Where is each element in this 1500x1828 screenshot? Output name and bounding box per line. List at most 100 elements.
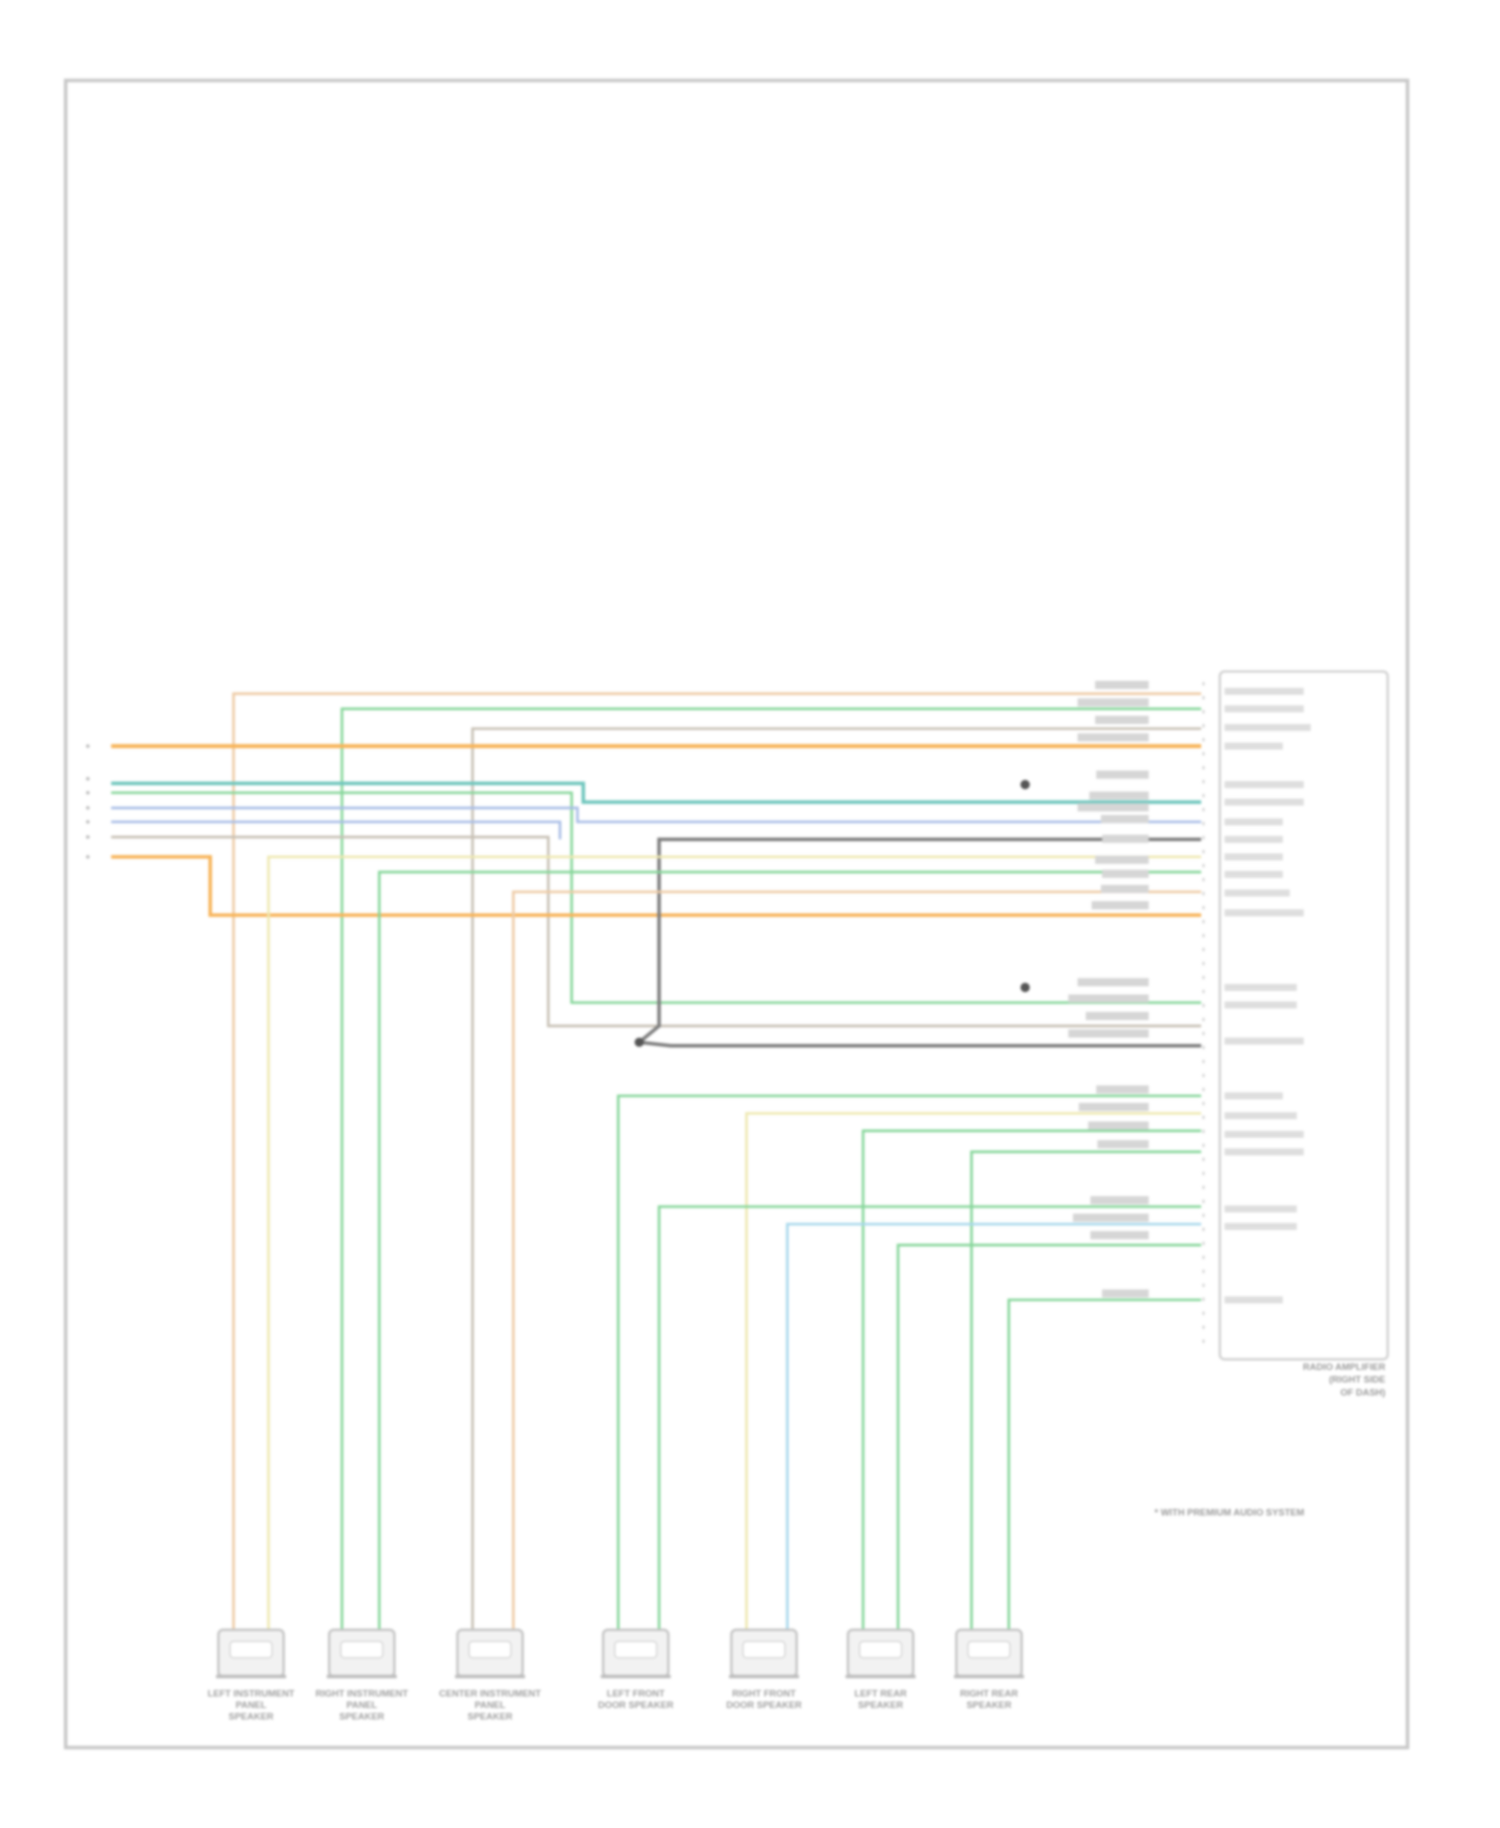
speaker-label: RIGHT FRONT <box>732 1688 796 1698</box>
pin-label <box>1224 983 1297 991</box>
speaker-label: RIGHT REAR <box>960 1688 1018 1698</box>
speaker-label: LEFT INSTRUMENT <box>208 1688 295 1698</box>
pin-label <box>1224 889 1290 897</box>
amplifier-pins <box>1224 687 1311 1304</box>
pin-label <box>1224 1148 1304 1156</box>
splice-1 <box>1020 779 1030 790</box>
speaker-label: RIGHT INSTRUMENT <box>315 1688 408 1698</box>
pin-label <box>1224 1037 1304 1045</box>
speaker-5: RIGHT FRONT DOOR SPEAKER <box>726 1628 802 1710</box>
pin-label <box>1224 705 1304 713</box>
speaker-label: SPEAKER <box>966 1700 1011 1710</box>
wire-label <box>1072 1213 1149 1222</box>
pin-label <box>1224 798 1304 806</box>
speaker-label: DOOR SPEAKER <box>726 1700 802 1710</box>
footnote: * WITH PREMIUM AUDIO SYSTEM <box>1155 1508 1305 1518</box>
pin-label <box>1224 1130 1304 1138</box>
wire-label <box>1091 901 1149 910</box>
speaker-4: LEFT FRONT DOOR SPEAKER <box>598 1628 674 1710</box>
speaker-label: LEFT REAR <box>854 1688 907 1698</box>
pin-label <box>1224 818 1283 826</box>
wire-label <box>1095 715 1149 724</box>
pin-label <box>1224 687 1304 695</box>
amplifier-label-3: OF DASH) <box>1340 1387 1385 1397</box>
wire <box>111 806 1202 824</box>
wire-label <box>1078 1102 1149 1112</box>
wire <box>111 781 1202 804</box>
pin-label <box>1224 1092 1283 1100</box>
wire <box>745 1112 1202 1633</box>
wire <box>1007 1298 1202 1633</box>
wire <box>896 1243 1202 1633</box>
pin-label <box>1224 1296 1283 1304</box>
wire <box>861 1129 1202 1633</box>
wire-label <box>1096 1085 1149 1094</box>
wire-label <box>1096 770 1149 779</box>
wire <box>638 837 1202 1044</box>
wire-label <box>1077 698 1149 707</box>
speaker-3: CENTER INSTRUMENT PANEL SPEAKER <box>439 1628 541 1722</box>
speaker-label: SPEAKER <box>339 1712 384 1722</box>
wire-label <box>1095 680 1149 689</box>
diagram-frame <box>63 78 1410 1750</box>
wire-label <box>1088 1121 1149 1130</box>
wire-label <box>1102 869 1149 878</box>
pin-label <box>1224 835 1283 843</box>
wire <box>786 1222 1202 1633</box>
speaker-label: PANEL <box>475 1700 506 1710</box>
pin-label <box>1224 781 1304 789</box>
wire <box>111 820 562 840</box>
wire-label <box>1077 803 1149 812</box>
speaker-label: LEFT FRONT <box>607 1688 665 1698</box>
wire <box>639 1040 1202 1048</box>
splice-2 <box>1020 982 1030 993</box>
wire <box>340 707 1202 1633</box>
wire-label <box>1068 994 1149 1003</box>
speaker-6: LEFT REAR SPEAKER <box>845 1628 916 1710</box>
ground-splice <box>634 1037 644 1047</box>
speaker-1: LEFT INSTRUMENT PANEL SPEAKER <box>208 1628 295 1722</box>
pin-label <box>1224 1222 1297 1230</box>
wire-label <box>1077 733 1149 742</box>
speaker-label: DOOR SPEAKER <box>598 1700 674 1710</box>
left-connector <box>86 744 90 859</box>
pin-label <box>1224 742 1283 750</box>
wire <box>267 855 1202 1633</box>
wire-label <box>1090 1231 1149 1240</box>
wire <box>471 727 1202 1633</box>
wire <box>377 870 1202 1633</box>
wire-label <box>1090 1196 1149 1205</box>
speaker-label: SPEAKER <box>229 1712 274 1722</box>
wire-label <box>1068 1029 1149 1038</box>
pin-label <box>1224 1205 1297 1213</box>
wire <box>657 1205 1202 1633</box>
wire-label <box>1097 1140 1149 1149</box>
wire-label <box>1077 978 1149 987</box>
pin-label <box>1224 909 1304 917</box>
pin-label <box>1224 853 1283 861</box>
wire-label <box>1089 791 1149 800</box>
wire <box>232 692 1202 1633</box>
wire-label <box>1085 1011 1149 1021</box>
speaker-2: RIGHT INSTRUMENT PANEL SPEAKER <box>315 1628 408 1722</box>
wire <box>616 1094 1202 1633</box>
speakers: LEFT INSTRUMENT PANEL SPEAKER RIGHT INSTRU… <box>208 1628 1024 1722</box>
speaker-7: RIGHT REAR SPEAKER <box>954 1628 1024 1710</box>
wire <box>970 1150 1202 1633</box>
wire-label <box>1100 884 1149 894</box>
speaker-label: SPEAKER <box>858 1700 903 1710</box>
wire-label <box>1095 855 1149 864</box>
wire <box>111 855 1202 917</box>
wire <box>111 791 1202 1004</box>
wire <box>111 835 1202 1028</box>
amplifier-label-2: (RIGHT SIDE <box>1329 1375 1385 1385</box>
amplifier-label-1: RADIO AMPLIFIER <box>1303 1362 1386 1372</box>
wires <box>111 680 1202 1633</box>
speaker-label: PANEL <box>236 1700 267 1710</box>
wire-label <box>1102 1289 1149 1298</box>
wire-label <box>1102 834 1149 843</box>
wire <box>512 890 1202 1633</box>
pin-label <box>1224 1112 1297 1120</box>
pin-label <box>1224 1001 1297 1009</box>
